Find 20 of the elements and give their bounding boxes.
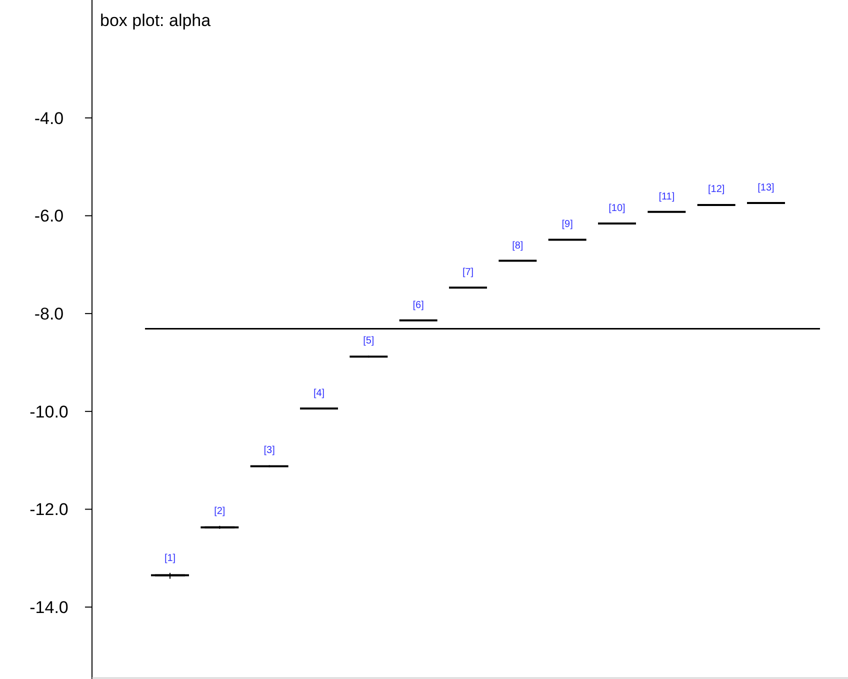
x-tick-label: [8]: [512, 240, 524, 252]
y-tick-label: -8.0: [34, 304, 64, 324]
y-tick-label: -10.0: [30, 402, 68, 422]
x-tick-label: [7]: [462, 267, 474, 278]
x-tick-label: [10]: [608, 203, 626, 214]
x-tick-label: [11]: [658, 191, 675, 202]
x-tick-label: [2]: [214, 506, 226, 517]
y-tick-label: -6.0: [34, 206, 64, 226]
x-tick-label: [9]: [562, 219, 574, 230]
x-tick-label: [1]: [164, 552, 176, 564]
y-tick-label: -12.0: [30, 500, 68, 520]
y-tick-label: -4.0: [34, 108, 64, 128]
x-tick-label: [5]: [363, 336, 374, 347]
x-tick-label: [4]: [313, 388, 325, 399]
x-tick-label: [3]: [264, 445, 276, 456]
y-tick-label: -14.0: [30, 598, 68, 618]
text: box plot: alpha: [100, 11, 212, 30]
x-tick-label: [13]: [758, 182, 775, 194]
x-tick-label: [12]: [708, 184, 725, 195]
x-tick-label: [6]: [412, 300, 424, 311]
